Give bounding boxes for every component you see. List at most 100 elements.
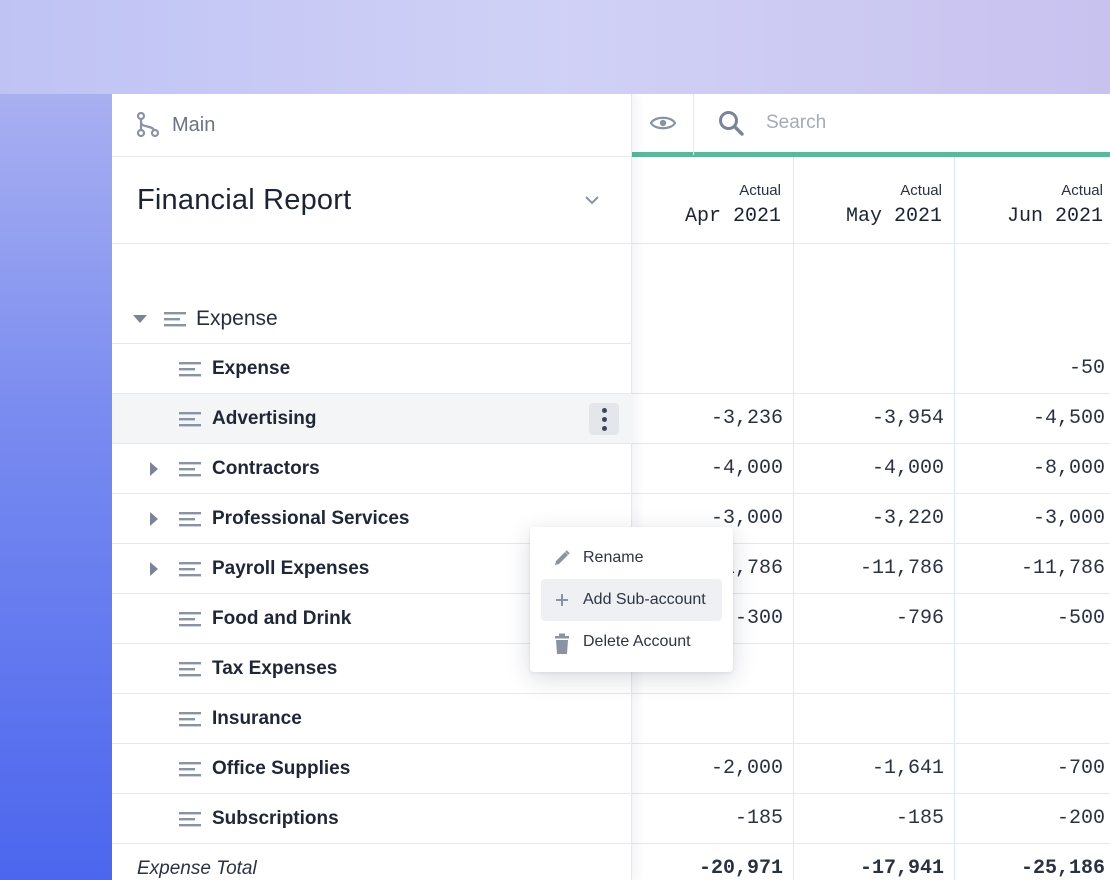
menu-item-label: Add Sub-account [583,591,706,608]
value-cell[interactable]: -3,220 [871,507,944,530]
value-cell[interactable]: -4,500 [1032,407,1105,430]
account-icon [179,511,201,533]
account-row[interactable]: Expense [112,344,632,394]
account-row[interactable]: Contractors [112,444,632,494]
column-headers: Actual Apr 2021 Actual May 2021 Actual Jun 20… [632,157,1110,244]
column-divider [954,157,955,880]
value-cell[interactable]: -700 [1056,757,1105,780]
value-cell[interactable]: -185 [895,807,944,830]
account-label: Food and Drink [212,608,352,629]
column-kind: Actual [900,182,942,199]
column-header: Actual May 2021 [793,157,954,244]
group-row-expense[interactable]: Expense [112,294,632,344]
eye-icon[interactable] [649,114,676,132]
value-cell[interactable]: -185 [734,807,783,830]
account-label: Payroll Expenses [212,558,370,579]
total-value-cell: -20,971 [698,857,783,880]
account-label: Expense [212,358,291,379]
data-grid: Actual Apr 2021 Actual May 2021 Actual Jun 20… [632,94,1110,880]
account-label: Contractors [212,458,320,479]
menu-item-rename[interactable]: Rename [541,537,722,579]
account-row[interactable]: Insurance [112,694,632,744]
values-row [632,694,1110,744]
chevron-down-icon[interactable] [583,194,601,206]
account-row[interactable]: Professional Services [112,494,632,544]
value-cell[interactable]: -11,786 [859,557,944,580]
values-row: -3,000 -3,220 -3,000 [632,494,1110,544]
report-panel: Main Financial Report Expense Expense Adv… [112,94,1110,880]
more-options-icon[interactable] [589,403,619,435]
account-icon [179,711,201,733]
lines-icon [164,311,186,326]
grid-toolbar [632,94,1110,157]
caret-right-icon[interactable] [148,561,160,577]
account-icon [179,561,201,583]
search-box[interactable] [694,94,1066,152]
account-row[interactable]: Payroll Expenses [112,544,632,594]
branch-selector[interactable]: Main [112,94,631,157]
account-icon [179,611,201,633]
column-header: Actual Apr 2021 [632,157,793,244]
background-left [0,94,112,880]
column-month: May 2021 [845,205,942,228]
expand-toggle[interactable] [148,511,160,533]
value-cell[interactable]: -796 [895,607,944,630]
value-cell[interactable]: -50 [1068,357,1105,380]
lines-icon [179,712,201,727]
report-header[interactable]: Financial Report [112,157,631,244]
value-cell[interactable]: -3,954 [871,407,944,430]
account-icon [179,361,201,383]
branch-icon [136,112,160,138]
account-label: Subscriptions [212,808,339,829]
values-row: -300 -796 -500 [632,594,1110,644]
menu-item-label: Rename [583,549,644,566]
context-menu: Rename Add Sub-account Delete Account [530,527,733,672]
account-row[interactable]: Tax Expenses [112,644,632,694]
account-icon [179,811,201,833]
account-label: Tax Expenses [212,658,338,679]
column-header: Actual Jun 2021 [954,157,1110,244]
value-cell[interactable]: -300 [734,607,783,630]
value-cell[interactable]: -1,641 [871,757,944,780]
value-cell[interactable]: -3,000 [710,507,783,530]
total-value-cell: -17,941 [859,857,944,880]
value-cell[interactable]: -200 [1056,807,1105,830]
pencil-icon [553,549,571,572]
column-kind: Actual [739,182,781,199]
value-cell[interactable]: -8,000 [1032,457,1105,480]
account-pane: Main Financial Report Expense Expense Adv… [112,94,632,880]
lines-icon [179,412,201,427]
menu-item-delete-account[interactable]: Delete Account [541,621,722,663]
value-cell[interactable]: -500 [1056,607,1105,630]
value-cell[interactable]: -4,000 [710,457,783,480]
caret-down-icon[interactable] [132,313,148,325]
account-icon [179,661,201,683]
value-cell[interactable]: -4,000 [871,457,944,480]
value-cell[interactable]: -3,000 [1032,507,1105,530]
background-top [0,0,1110,94]
page-title: Financial Report [137,183,352,216]
visibility-toggle[interactable] [632,94,694,155]
menu-item-add-sub-account[interactable]: Add Sub-account [541,579,722,621]
search-icon [719,111,744,136]
value-cell[interactable]: -2,000 [710,757,783,780]
lines-icon [179,762,201,777]
column-kind: Actual [1061,182,1103,199]
search-input[interactable] [766,112,1066,134]
lines-icon [179,512,201,527]
expand-toggle[interactable] [148,561,160,583]
account-row[interactable]: Advertising [112,394,632,444]
menu-item-label: Delete Account [583,633,691,650]
value-cell[interactable]: -11,786 [1020,557,1105,580]
caret-right-icon[interactable] [148,461,160,477]
account-row[interactable]: Subscriptions [112,794,632,844]
account-icon [179,411,201,433]
values-row: -4,000 -4,000 -8,000 [632,444,1110,494]
values-row: -2,000 -1,641 -700 [632,744,1110,794]
value-cell[interactable]: -3,236 [710,407,783,430]
account-label: Office Supplies [212,758,351,779]
account-row[interactable]: Office Supplies [112,744,632,794]
account-row[interactable]: Food and Drink [112,594,632,644]
expand-toggle[interactable] [148,461,160,483]
caret-right-icon[interactable] [148,511,160,527]
